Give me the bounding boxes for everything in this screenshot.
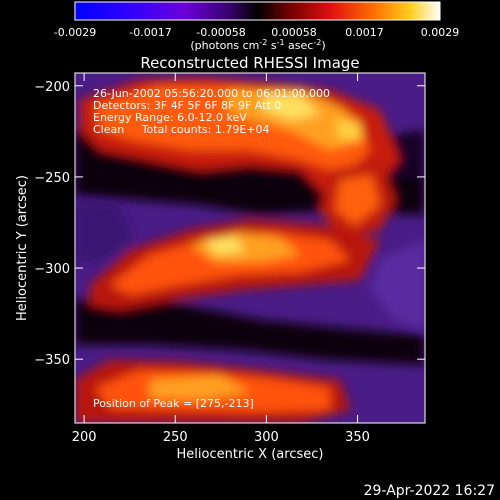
colorbar-tick-label: 0.0029 xyxy=(421,26,460,39)
plot-frame xyxy=(74,72,426,424)
x-tick-label: 350 xyxy=(345,430,370,445)
annotation-time-range: 26-Jun-2002 05:56:20.000 to 06:01:00.000 xyxy=(93,87,330,100)
colorbar-ticks: -0.0029 -0.0017 -0.00058 0.00058 0.0017 0.002… xyxy=(54,26,459,39)
y-axis-ticks: −200 −250 −300 −350 xyxy=(34,80,425,368)
heatmap-image xyxy=(75,73,425,423)
peak-position-label: Position of Peak = [275,-213] xyxy=(93,397,254,410)
y-tick-label: −200 xyxy=(34,80,70,95)
x-tick-label: 200 xyxy=(72,430,97,445)
colorbar-tick-label: -0.0029 xyxy=(54,26,96,39)
y-tick-label: −350 xyxy=(34,353,70,368)
annotation-energy-range: Energy Range: 6.0-12.0 keV xyxy=(93,111,247,124)
y-axis-label: Heliocentric Y (arcsec) xyxy=(15,175,30,321)
colorbar xyxy=(74,1,441,21)
y-tick-label: −300 xyxy=(34,262,70,277)
footer-date: 29-Apr-2022 16:27 xyxy=(364,483,495,499)
colorbar-tick-label: -0.00058 xyxy=(196,26,245,39)
x-axis-ticks: 200 250 300 350 xyxy=(72,73,370,445)
x-tick-label: 250 xyxy=(163,430,188,445)
annotation-clean-counts: Clean Total counts: 1.79E+04 xyxy=(93,123,270,136)
colorbar-units: (photons cm-2 s-1 asec-2) xyxy=(190,38,325,52)
colorbar-tick-label: 0.00058 xyxy=(271,26,317,39)
annotation-detectors: Detectors: 3F 4F 5F 6F 8F 9F Att 0 xyxy=(93,99,281,112)
x-axis-label: Heliocentric X (arcsec) xyxy=(177,447,324,462)
chart-title: Reconstructed RHESSI Image xyxy=(140,54,359,72)
colorbar-tick-label: 0.0017 xyxy=(345,26,384,39)
x-tick-label: 300 xyxy=(254,430,279,445)
y-tick-label: −250 xyxy=(34,171,70,186)
colorbar-tick-label: -0.0017 xyxy=(129,26,171,39)
